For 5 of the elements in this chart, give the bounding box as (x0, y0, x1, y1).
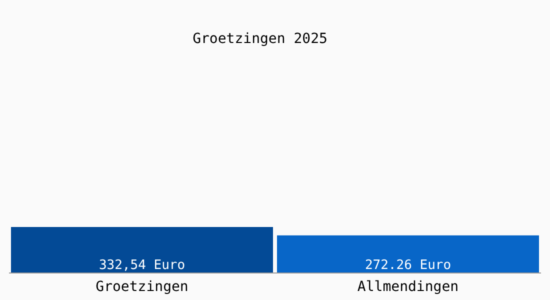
data-label: 272.26 Euro (364, 258, 452, 273)
chart-title: Groetzingen 2025 (192, 31, 328, 47)
data-label: 332,54 Euro (98, 258, 186, 273)
x-tick-label: Groetzingen (96, 278, 188, 295)
x-tick-label: Allmendingen (357, 278, 459, 295)
